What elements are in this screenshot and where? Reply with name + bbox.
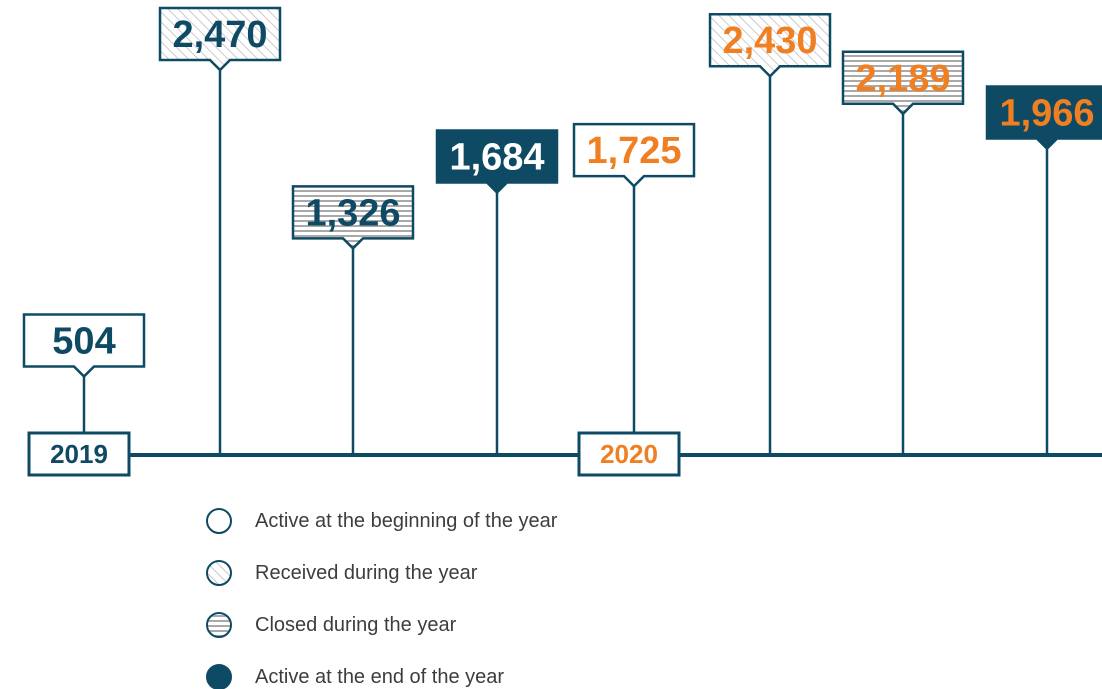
callout	[841, 50, 965, 116]
legend-swatch	[206, 560, 232, 586]
callout	[291, 185, 415, 251]
year-label: 2020	[600, 439, 658, 469]
year-label: 2019	[50, 439, 108, 469]
value-label: 2,470	[172, 14, 267, 56]
legend-label: Received during the year	[255, 562, 478, 584]
value-label: 1,684	[449, 137, 544, 179]
callout	[158, 6, 282, 72]
value-label: 1,326	[305, 192, 400, 234]
legend-swatch	[206, 508, 232, 534]
legend-label: Active at the beginning of the year	[255, 510, 558, 532]
value-label: 1,725	[586, 130, 681, 172]
legend-label: Closed during the year	[255, 614, 457, 636]
value-label: 2,189	[855, 58, 950, 100]
legend-swatch	[206, 612, 232, 638]
value-label: 1,966	[999, 93, 1094, 135]
value-label: 2,430	[722, 20, 817, 62]
value-label: 504	[52, 320, 115, 362]
year-box	[27, 431, 131, 477]
callout	[435, 129, 559, 195]
callout	[572, 122, 696, 188]
callout	[985, 85, 1102, 151]
callout	[708, 12, 832, 79]
year-box	[577, 431, 681, 477]
legend-label: Active at the end of the year	[255, 666, 504, 688]
legend-swatch	[206, 664, 232, 689]
callout	[22, 313, 146, 379]
